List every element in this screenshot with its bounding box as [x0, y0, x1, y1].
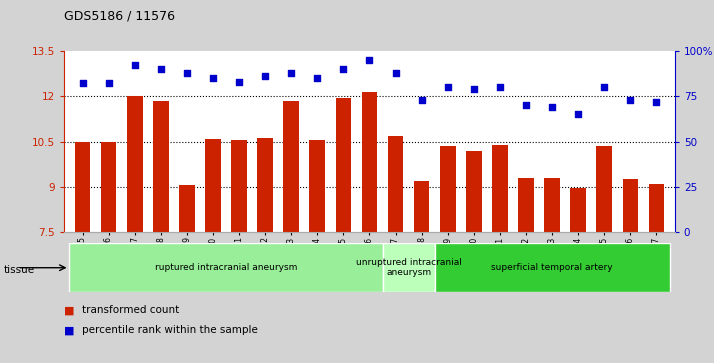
Point — [286, 70, 297, 76]
Point — [155, 66, 166, 72]
Point — [338, 66, 349, 72]
Bar — [492, 144, 508, 232]
Bar — [435, 243, 670, 292]
Text: ■: ■ — [64, 325, 75, 335]
Text: GDS5186 / 11576: GDS5186 / 11576 — [64, 9, 175, 22]
Bar — [336, 98, 351, 232]
Bar — [414, 181, 430, 232]
Point — [207, 75, 218, 81]
Bar — [309, 140, 325, 232]
Bar — [205, 139, 221, 232]
Point — [77, 81, 89, 86]
Bar — [75, 142, 91, 232]
Bar — [283, 101, 299, 232]
Point — [442, 84, 453, 90]
Text: tissue: tissue — [4, 265, 35, 276]
Text: ruptured intracranial aneurysm: ruptured intracranial aneurysm — [155, 263, 297, 272]
Point — [598, 84, 610, 90]
Point — [233, 79, 245, 85]
Bar — [362, 91, 377, 232]
Point — [259, 73, 271, 79]
Bar — [623, 179, 638, 232]
Bar — [466, 151, 482, 232]
Bar — [153, 101, 169, 232]
Text: unruptured intracranial
aneurysm: unruptured intracranial aneurysm — [356, 258, 461, 277]
Point — [573, 111, 584, 117]
Point — [103, 81, 114, 86]
Point — [181, 70, 193, 76]
Text: transformed count: transformed count — [82, 305, 179, 315]
Point — [650, 99, 662, 105]
Bar — [257, 138, 273, 232]
Point — [363, 57, 376, 63]
Point — [390, 70, 401, 76]
Bar — [648, 184, 664, 232]
Bar — [127, 96, 143, 232]
Bar — [383, 243, 435, 292]
Bar — [518, 178, 534, 232]
Point — [625, 97, 636, 103]
Point — [468, 86, 480, 92]
Bar — [101, 142, 116, 232]
Bar — [388, 135, 403, 232]
Bar — [440, 146, 456, 232]
Bar — [69, 243, 383, 292]
Bar — [596, 146, 612, 232]
Point — [546, 104, 558, 110]
Bar — [179, 185, 195, 232]
Bar — [231, 140, 247, 232]
Point — [521, 102, 532, 108]
Text: superficial temporal artery: superficial temporal artery — [491, 263, 613, 272]
Bar — [544, 178, 560, 232]
Point — [311, 75, 323, 81]
Point — [129, 62, 141, 68]
Text: percentile rank within the sample: percentile rank within the sample — [82, 325, 258, 335]
Text: ■: ■ — [64, 305, 75, 315]
Point — [416, 97, 428, 103]
Bar — [570, 188, 586, 232]
Point — [494, 84, 506, 90]
